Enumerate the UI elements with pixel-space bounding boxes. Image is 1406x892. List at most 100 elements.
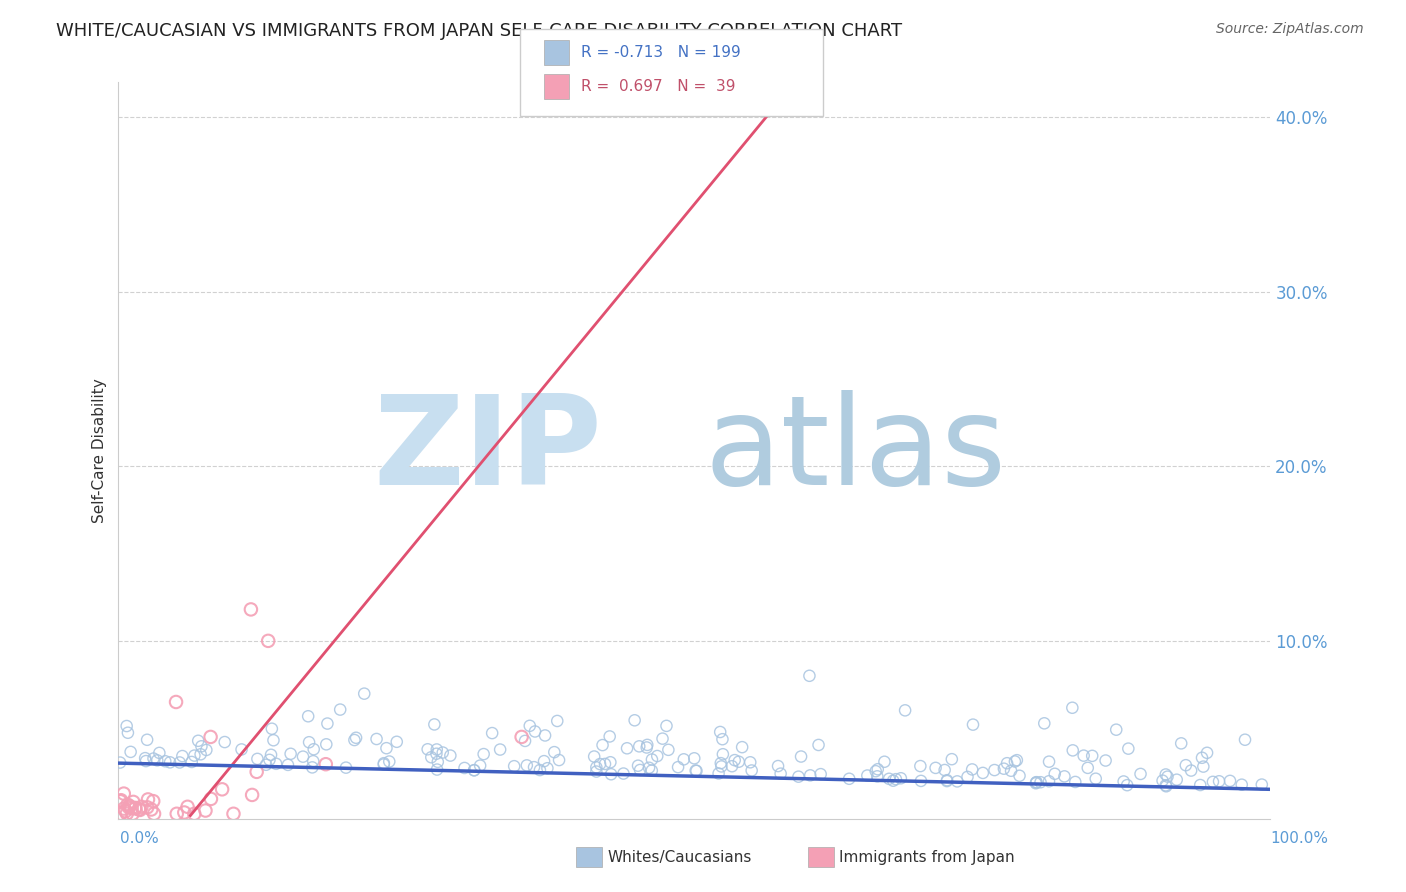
Point [1112,774,1135,789]
Point [115,719,138,733]
Point [612,766,634,780]
Point [1029,775,1052,789]
Point [810,767,832,781]
Point [112,787,135,801]
Point [194,804,217,818]
Point [641,764,664,778]
Point [246,764,269,779]
Point [529,763,551,777]
Point [807,738,830,752]
Point [1073,748,1095,763]
Point [731,740,754,755]
Point [257,633,280,648]
Point [481,726,503,740]
Point [1062,700,1084,714]
Point [148,746,170,760]
Point [628,739,651,754]
Point [439,748,461,763]
Point [316,716,339,731]
Point [315,737,337,751]
Point [1064,775,1087,789]
Point [993,762,1015,776]
Point [195,743,218,757]
Point [710,759,733,773]
Point [1191,751,1213,765]
Point [685,764,707,778]
Point [169,756,191,770]
Point [838,772,860,786]
Point [995,756,1018,771]
Point [533,754,555,768]
Point [114,804,136,818]
Point [254,757,277,772]
Point [1189,778,1212,792]
Point [302,742,325,756]
Point [709,725,731,739]
Point [131,799,153,814]
Point [1038,755,1060,769]
Text: Whites/Caucasians: Whites/Caucasians [607,850,752,864]
Point [211,782,233,797]
Point [315,757,337,772]
Point [375,741,398,756]
Point [623,714,645,728]
Point [983,763,1005,777]
Point [136,792,159,806]
Point [1174,758,1197,772]
Point [1154,778,1177,792]
Text: 100.0%: 100.0% [1271,831,1329,846]
Point [1202,775,1225,789]
Point [343,733,366,747]
Point [641,752,664,766]
Point [799,669,821,683]
Point [118,800,141,814]
Point [121,801,143,815]
Point [277,757,299,772]
Point [543,745,565,759]
Point [142,751,165,765]
Text: R =  0.697   N =  39: R = 0.697 N = 39 [581,79,735,94]
Point [115,806,138,821]
Point [426,755,449,769]
Point [934,763,956,777]
Point [302,754,325,768]
Point [946,774,969,789]
Point [724,753,747,767]
Point [672,752,695,766]
Point [936,773,959,788]
Point [108,756,131,770]
Point [884,772,907,787]
Point [1166,772,1188,787]
Point [373,756,395,771]
Point [1008,769,1031,783]
Point [894,703,917,717]
Text: WHITE/CAUCASIAN VS IMMIGRANTS FROM JAPAN SELF-CARE DISABILITY CORRELATION CHART: WHITE/CAUCASIAN VS IMMIGRANTS FROM JAPAN… [56,22,903,40]
Point [1234,732,1257,747]
Point [628,763,651,777]
Point [1180,764,1202,778]
Point [1004,755,1026,769]
Point [711,732,734,747]
Point [711,747,734,762]
Point [353,687,375,701]
Point [214,735,236,749]
Point [710,756,733,771]
Point [280,747,302,761]
Point [936,774,959,789]
Point [173,805,195,820]
Point [200,730,222,744]
Text: ZIP: ZIP [374,390,602,511]
Point [1156,770,1178,784]
Point [534,729,557,743]
Point [1116,778,1139,792]
Point [962,717,984,731]
Text: 0.0%: 0.0% [120,831,159,846]
Point [190,747,212,762]
Point [960,763,983,777]
Point [513,734,536,748]
Point [1154,767,1177,781]
Point [585,760,607,774]
Point [180,755,202,769]
Point [721,759,744,773]
Point [176,799,198,814]
